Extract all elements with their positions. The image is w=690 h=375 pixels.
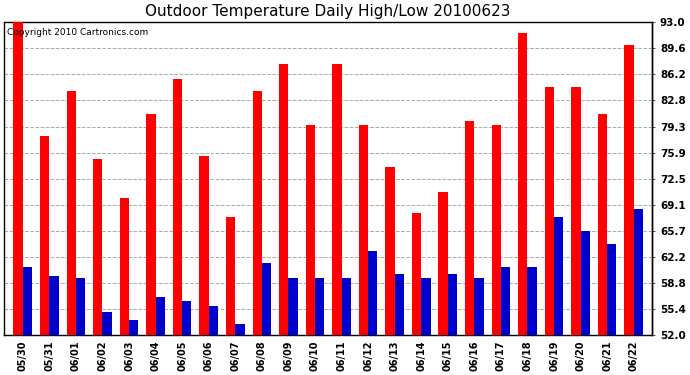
Bar (571, 87, 580, 335)
Bar (146, 114, 155, 335)
Bar (633, 209, 643, 335)
Bar (501, 267, 510, 335)
Bar (49, 276, 59, 335)
Bar (14, 22, 23, 335)
Bar (544, 87, 554, 335)
Bar (448, 274, 457, 335)
Bar (474, 278, 484, 335)
Bar (262, 262, 271, 335)
Bar (607, 243, 616, 335)
Bar (226, 217, 235, 335)
Text: Copyright 2010 Cartronics.com: Copyright 2010 Cartronics.com (8, 28, 148, 37)
Bar (359, 125, 368, 335)
Bar (288, 278, 297, 335)
Bar (129, 320, 138, 335)
Bar (173, 79, 182, 335)
Bar (580, 231, 590, 335)
Bar (253, 91, 262, 335)
Bar (491, 125, 501, 335)
Bar (598, 114, 607, 335)
Bar (182, 301, 191, 335)
Bar (465, 121, 474, 335)
Bar (76, 278, 85, 335)
Bar (40, 136, 49, 335)
Bar (554, 217, 563, 335)
Bar (306, 125, 315, 335)
Bar (518, 33, 527, 335)
Bar (120, 198, 129, 335)
Bar (23, 267, 32, 335)
Bar (385, 167, 395, 335)
Bar (624, 45, 633, 335)
Title: Outdoor Temperature Daily High/Low 20100623: Outdoor Temperature Daily High/Low 20100… (146, 4, 511, 19)
Bar (315, 278, 324, 335)
Bar (395, 274, 404, 335)
Bar (279, 64, 288, 335)
Bar (155, 297, 165, 335)
Bar (235, 324, 244, 335)
Bar (208, 306, 218, 335)
Bar (412, 213, 421, 335)
Bar (527, 267, 537, 335)
Bar (93, 159, 102, 335)
Bar (421, 278, 431, 335)
Bar (332, 64, 342, 335)
Bar (199, 156, 208, 335)
Bar (438, 192, 448, 335)
Bar (342, 278, 351, 335)
Bar (67, 91, 76, 335)
Bar (102, 312, 112, 335)
Bar (368, 251, 377, 335)
